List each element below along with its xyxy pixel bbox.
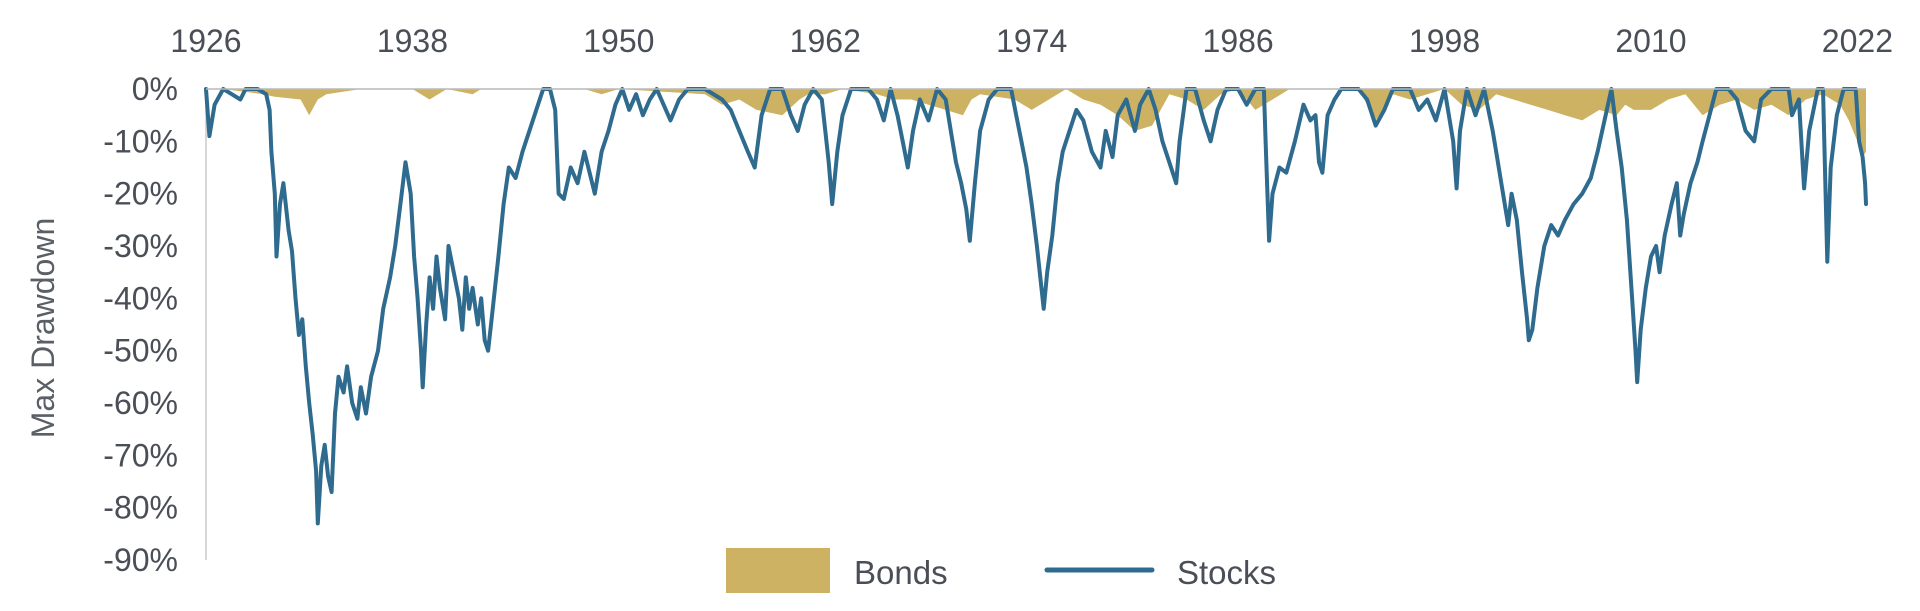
x-tick-label: 1926 — [170, 23, 241, 59]
x-tick-label: 1986 — [1203, 23, 1274, 59]
series-line-stocks — [204, 87, 1868, 526]
y-tick-label: -60% — [103, 385, 178, 421]
y-axis-title: Max Drawdown — [25, 218, 61, 439]
y-tick-label: -40% — [103, 280, 178, 316]
legend-swatch-bonds — [726, 548, 830, 593]
legend-label-bonds: Bonds — [854, 554, 948, 591]
y-tick-label: -30% — [103, 228, 178, 264]
x-tick-label: 1938 — [377, 23, 448, 59]
x-tick-label: 2022 — [1822, 23, 1893, 59]
x-axis-tick-labels: 1926 1938 1950 1962 1974 1986 1998 2010 2022 — [170, 23, 1893, 59]
x-tick-label: 2010 — [1615, 23, 1686, 59]
y-tick-label: 0% — [132, 71, 178, 107]
y-tick-label: -50% — [103, 333, 178, 369]
x-tick-label: 1962 — [790, 23, 861, 59]
y-tick-label: -80% — [103, 490, 178, 526]
y-tick-label: -70% — [103, 437, 178, 473]
legend-label-stocks: Stocks — [1177, 554, 1276, 591]
series-area-bonds — [206, 89, 1866, 157]
series-layer — [204, 87, 1868, 526]
legend: Bonds Stocks — [726, 548, 1276, 593]
y-axis-tick-labels: 0% -10% -20% -30% -40% -50% -60% -70% -80% -90% — [103, 71, 178, 578]
y-tick-label: -10% — [103, 123, 178, 159]
y-tick-label: -90% — [103, 542, 178, 578]
x-tick-label: 1974 — [996, 23, 1067, 59]
x-tick-label: 1950 — [583, 23, 654, 59]
y-tick-label: -20% — [103, 176, 178, 212]
x-tick-label: 1998 — [1409, 23, 1480, 59]
